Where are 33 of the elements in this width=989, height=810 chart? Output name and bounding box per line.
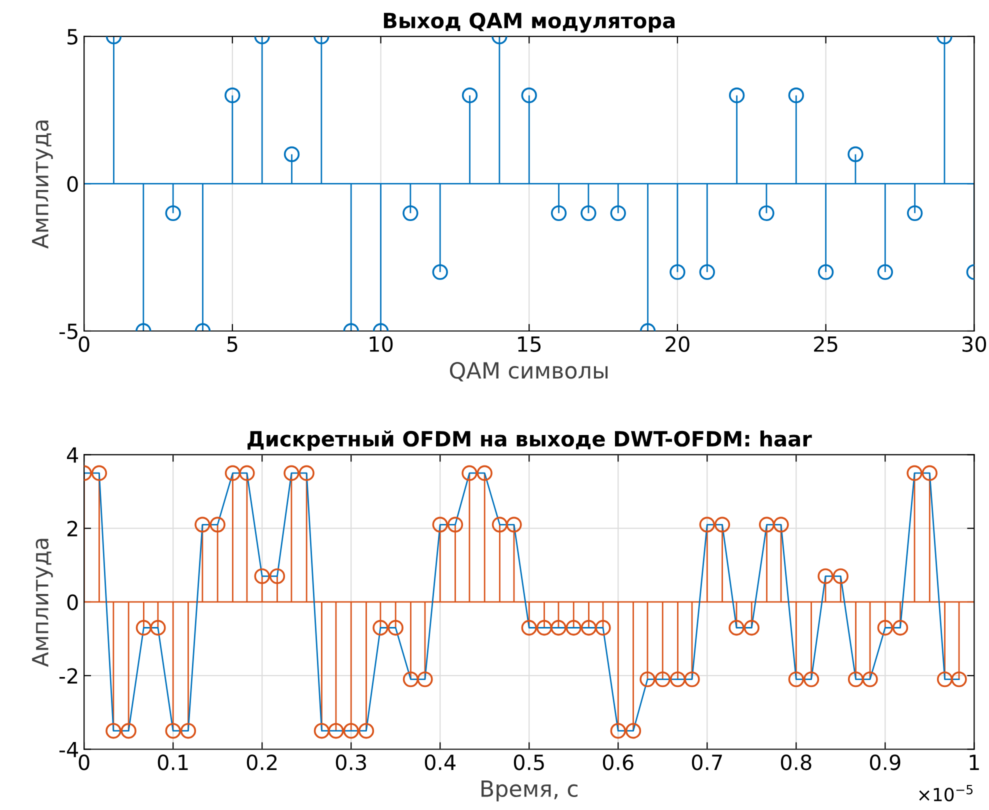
y-tick-label: 2 — [67, 520, 78, 536]
x-tick-label: 15 — [518, 336, 541, 352]
x-tick-label: 1 — [970, 754, 979, 770]
x-tick-label: 0 — [78, 336, 90, 352]
y-tick-label: -4 — [59, 742, 78, 758]
y-axis-title: Амплитуда — [32, 120, 53, 249]
x-tick-label: 0.6 — [602, 754, 634, 770]
x-axis-title: QAM символы — [450, 362, 608, 382]
x-tick-label: 0.2 — [246, 754, 277, 770]
x-tick-label: 0.4 — [424, 754, 456, 770]
chart-title: Дискретный OFDM на выходе DWT-OFDM: haar — [248, 430, 812, 451]
x-tick-label: 5 — [227, 336, 238, 352]
y-tick-label: -2 — [59, 668, 78, 684]
y-tick-label: 5 — [68, 29, 78, 45]
x-tick-label: 10 — [370, 336, 393, 352]
x-tick-label: 25 — [814, 336, 838, 352]
x-axis-title: Время, с — [482, 780, 578, 802]
y-axis-title: Амплитуда — [32, 538, 53, 667]
y-tick-label: 0 — [67, 594, 78, 610]
x-tick-label: 30 — [962, 336, 986, 352]
x-tick-label: 0.7 — [692, 754, 722, 770]
x-tick-label: 0.1 — [158, 754, 188, 770]
x-tick-label: 0.9 — [870, 754, 900, 770]
x-tick-label: 0.8 — [780, 754, 812, 770]
x-tick-label: 0.3 — [336, 754, 366, 770]
y-tick-label: 4 — [66, 447, 78, 463]
chart-title: Выход QAM модулятора — [384, 12, 675, 33]
x-tick-label: 0 — [78, 754, 90, 770]
x-tick-label: 20 — [666, 336, 690, 352]
x-tick-label: 0.5 — [514, 754, 544, 770]
text: ×10$^{−5}$ — [919, 785, 973, 802]
y-tick-label: -5 — [59, 324, 78, 340]
y-tick-label: 0 — [67, 176, 78, 192]
